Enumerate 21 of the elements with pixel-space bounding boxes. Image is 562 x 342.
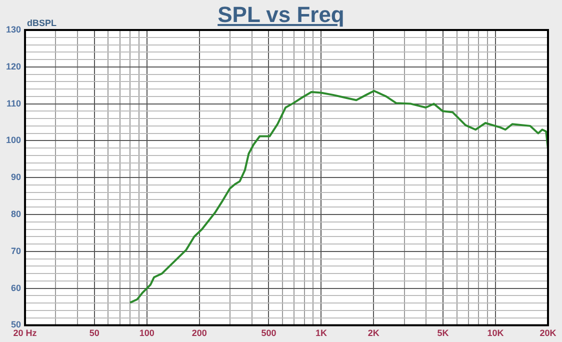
x-tick-label: 20 Hz (13, 328, 38, 338)
y-tick-label: 60 (11, 282, 22, 293)
x-tick-label: 5K (437, 328, 450, 338)
x-tick-label: 2K (368, 328, 380, 338)
x-tick-label: 200 (192, 328, 207, 338)
x-tick-label: 50 (89, 328, 100, 338)
y-tick-label: 70 (11, 246, 22, 256)
x-tick-label: 1K (315, 328, 328, 338)
x-tick-label: 10K (487, 328, 504, 338)
y-axis-title: dBSPL (27, 18, 58, 28)
chart-title: SPL vs Freq (218, 2, 344, 27)
x-tick-label: 100 (139, 328, 154, 338)
y-tick-label: 120 (6, 61, 22, 72)
y-tick-label: 110 (6, 98, 22, 108)
x-tick-label: 500 (261, 328, 276, 338)
y-tick-label: 50 (11, 320, 22, 330)
x-tick-label: 20K (540, 328, 557, 338)
y-tick-label: 80 (11, 208, 22, 219)
y-tick-label: 130 (6, 24, 22, 34)
y-tick-label: 100 (6, 135, 22, 146)
y-tick-label: 90 (11, 172, 22, 182)
